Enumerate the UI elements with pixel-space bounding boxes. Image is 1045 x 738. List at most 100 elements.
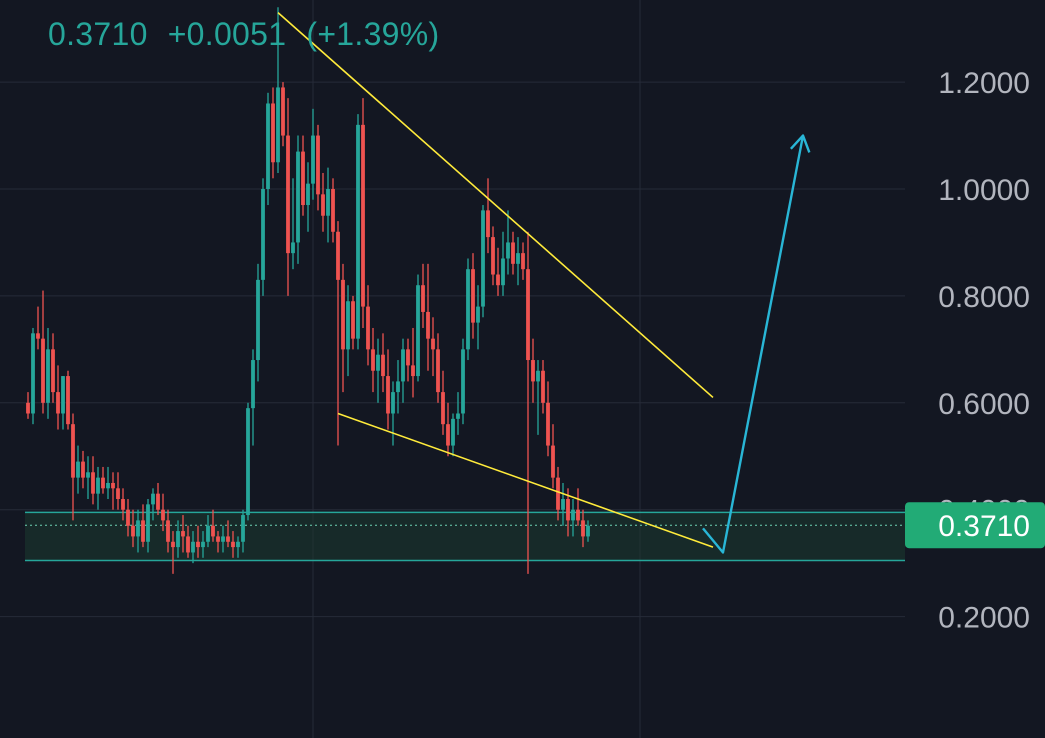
candle: [116, 472, 120, 509]
candle-body: [341, 280, 345, 349]
candle: [406, 339, 410, 382]
candle: [251, 349, 255, 445]
candle: [106, 467, 110, 499]
candle: [76, 446, 80, 494]
candle-body: [101, 478, 105, 489]
candle-body: [496, 275, 500, 286]
candle-body: [301, 152, 305, 205]
candle: [91, 456, 95, 504]
candle: [351, 296, 355, 349]
candle: [536, 360, 540, 435]
candle-body: [86, 472, 90, 477]
y-tick-label: 0.8000: [938, 281, 1030, 314]
candle-body: [311, 136, 315, 184]
candle-body: [171, 542, 175, 547]
candle: [331, 178, 335, 242]
candle-body: [351, 301, 355, 338]
candle: [541, 360, 545, 413]
last-price-tag: 0.3710: [905, 502, 1045, 548]
candle: [291, 178, 295, 269]
candle-body: [391, 392, 395, 413]
candle: [81, 451, 85, 488]
candle: [46, 328, 50, 419]
candle-body: [516, 253, 520, 264]
candle-body: [51, 349, 55, 392]
candle: [521, 242, 525, 279]
candle-body: [381, 355, 385, 376]
candle-body: [436, 349, 440, 392]
candle-body: [36, 333, 40, 338]
candle: [281, 82, 285, 146]
candle: [426, 264, 430, 371]
candle: [286, 98, 290, 296]
candle-body: [326, 189, 330, 216]
candle-body: [471, 269, 475, 322]
candle: [41, 291, 45, 414]
candle-body: [141, 520, 145, 541]
candle: [111, 472, 115, 509]
candle-body: [576, 510, 580, 521]
candle: [546, 381, 550, 456]
candle-body: [421, 285, 425, 312]
candle-body: [521, 253, 525, 269]
candle: [346, 285, 350, 376]
candle: [551, 424, 555, 488]
candle-body: [41, 339, 45, 403]
candle-body: [431, 339, 435, 350]
y-tick-label: 0.2000: [938, 602, 1030, 635]
candle-body: [526, 269, 530, 360]
candle: [316, 125, 320, 211]
candle: [26, 392, 30, 419]
header-price: 0.3710: [48, 16, 148, 53]
candle-body: [76, 462, 80, 478]
candle: [411, 328, 415, 397]
candle: [341, 264, 345, 392]
candle-body: [476, 307, 480, 323]
candle: [246, 403, 250, 521]
candle-body: [246, 408, 250, 515]
candle-body: [561, 499, 565, 510]
candle-body: [236, 542, 240, 547]
candle: [266, 93, 270, 205]
y-tick-label: 1.2000: [938, 67, 1030, 100]
candle-body: [586, 526, 590, 537]
candle: [421, 264, 425, 328]
support-zone: [25, 512, 905, 560]
header-change-percent: (+1.39%): [306, 16, 439, 53]
candle-body: [161, 510, 165, 521]
candle-body: [61, 376, 65, 413]
candle: [66, 371, 70, 430]
candle-body: [541, 371, 545, 403]
candle-body: [221, 536, 225, 541]
candle-body: [491, 237, 495, 274]
candle-body: [446, 424, 450, 445]
y-tick-label: 1.0000: [938, 174, 1030, 207]
candle-body: [551, 446, 555, 478]
candle-body: [281, 87, 285, 135]
candle-body: [71, 424, 75, 477]
candle-body: [321, 194, 325, 215]
candle-body: [481, 210, 485, 306]
candle: [391, 381, 395, 445]
candle-body: [121, 499, 125, 510]
candle: [36, 307, 40, 350]
candle: [296, 136, 300, 264]
last-price-tag-label: 0.3710: [938, 510, 1030, 543]
candle-body: [361, 125, 365, 307]
candle-body: [166, 520, 170, 541]
candle-body: [56, 392, 60, 413]
candle: [261, 178, 265, 296]
candle-body: [116, 488, 120, 499]
candle-body: [536, 371, 540, 382]
candle: [436, 333, 440, 402]
candle-body: [81, 462, 85, 478]
candle: [366, 285, 370, 365]
candle-body: [226, 536, 230, 541]
candle-body: [441, 392, 445, 424]
projection-arrow: [703, 136, 803, 553]
candle: [511, 232, 515, 275]
candle: [466, 258, 470, 360]
candle-body: [31, 333, 35, 413]
candle-body: [296, 152, 300, 243]
